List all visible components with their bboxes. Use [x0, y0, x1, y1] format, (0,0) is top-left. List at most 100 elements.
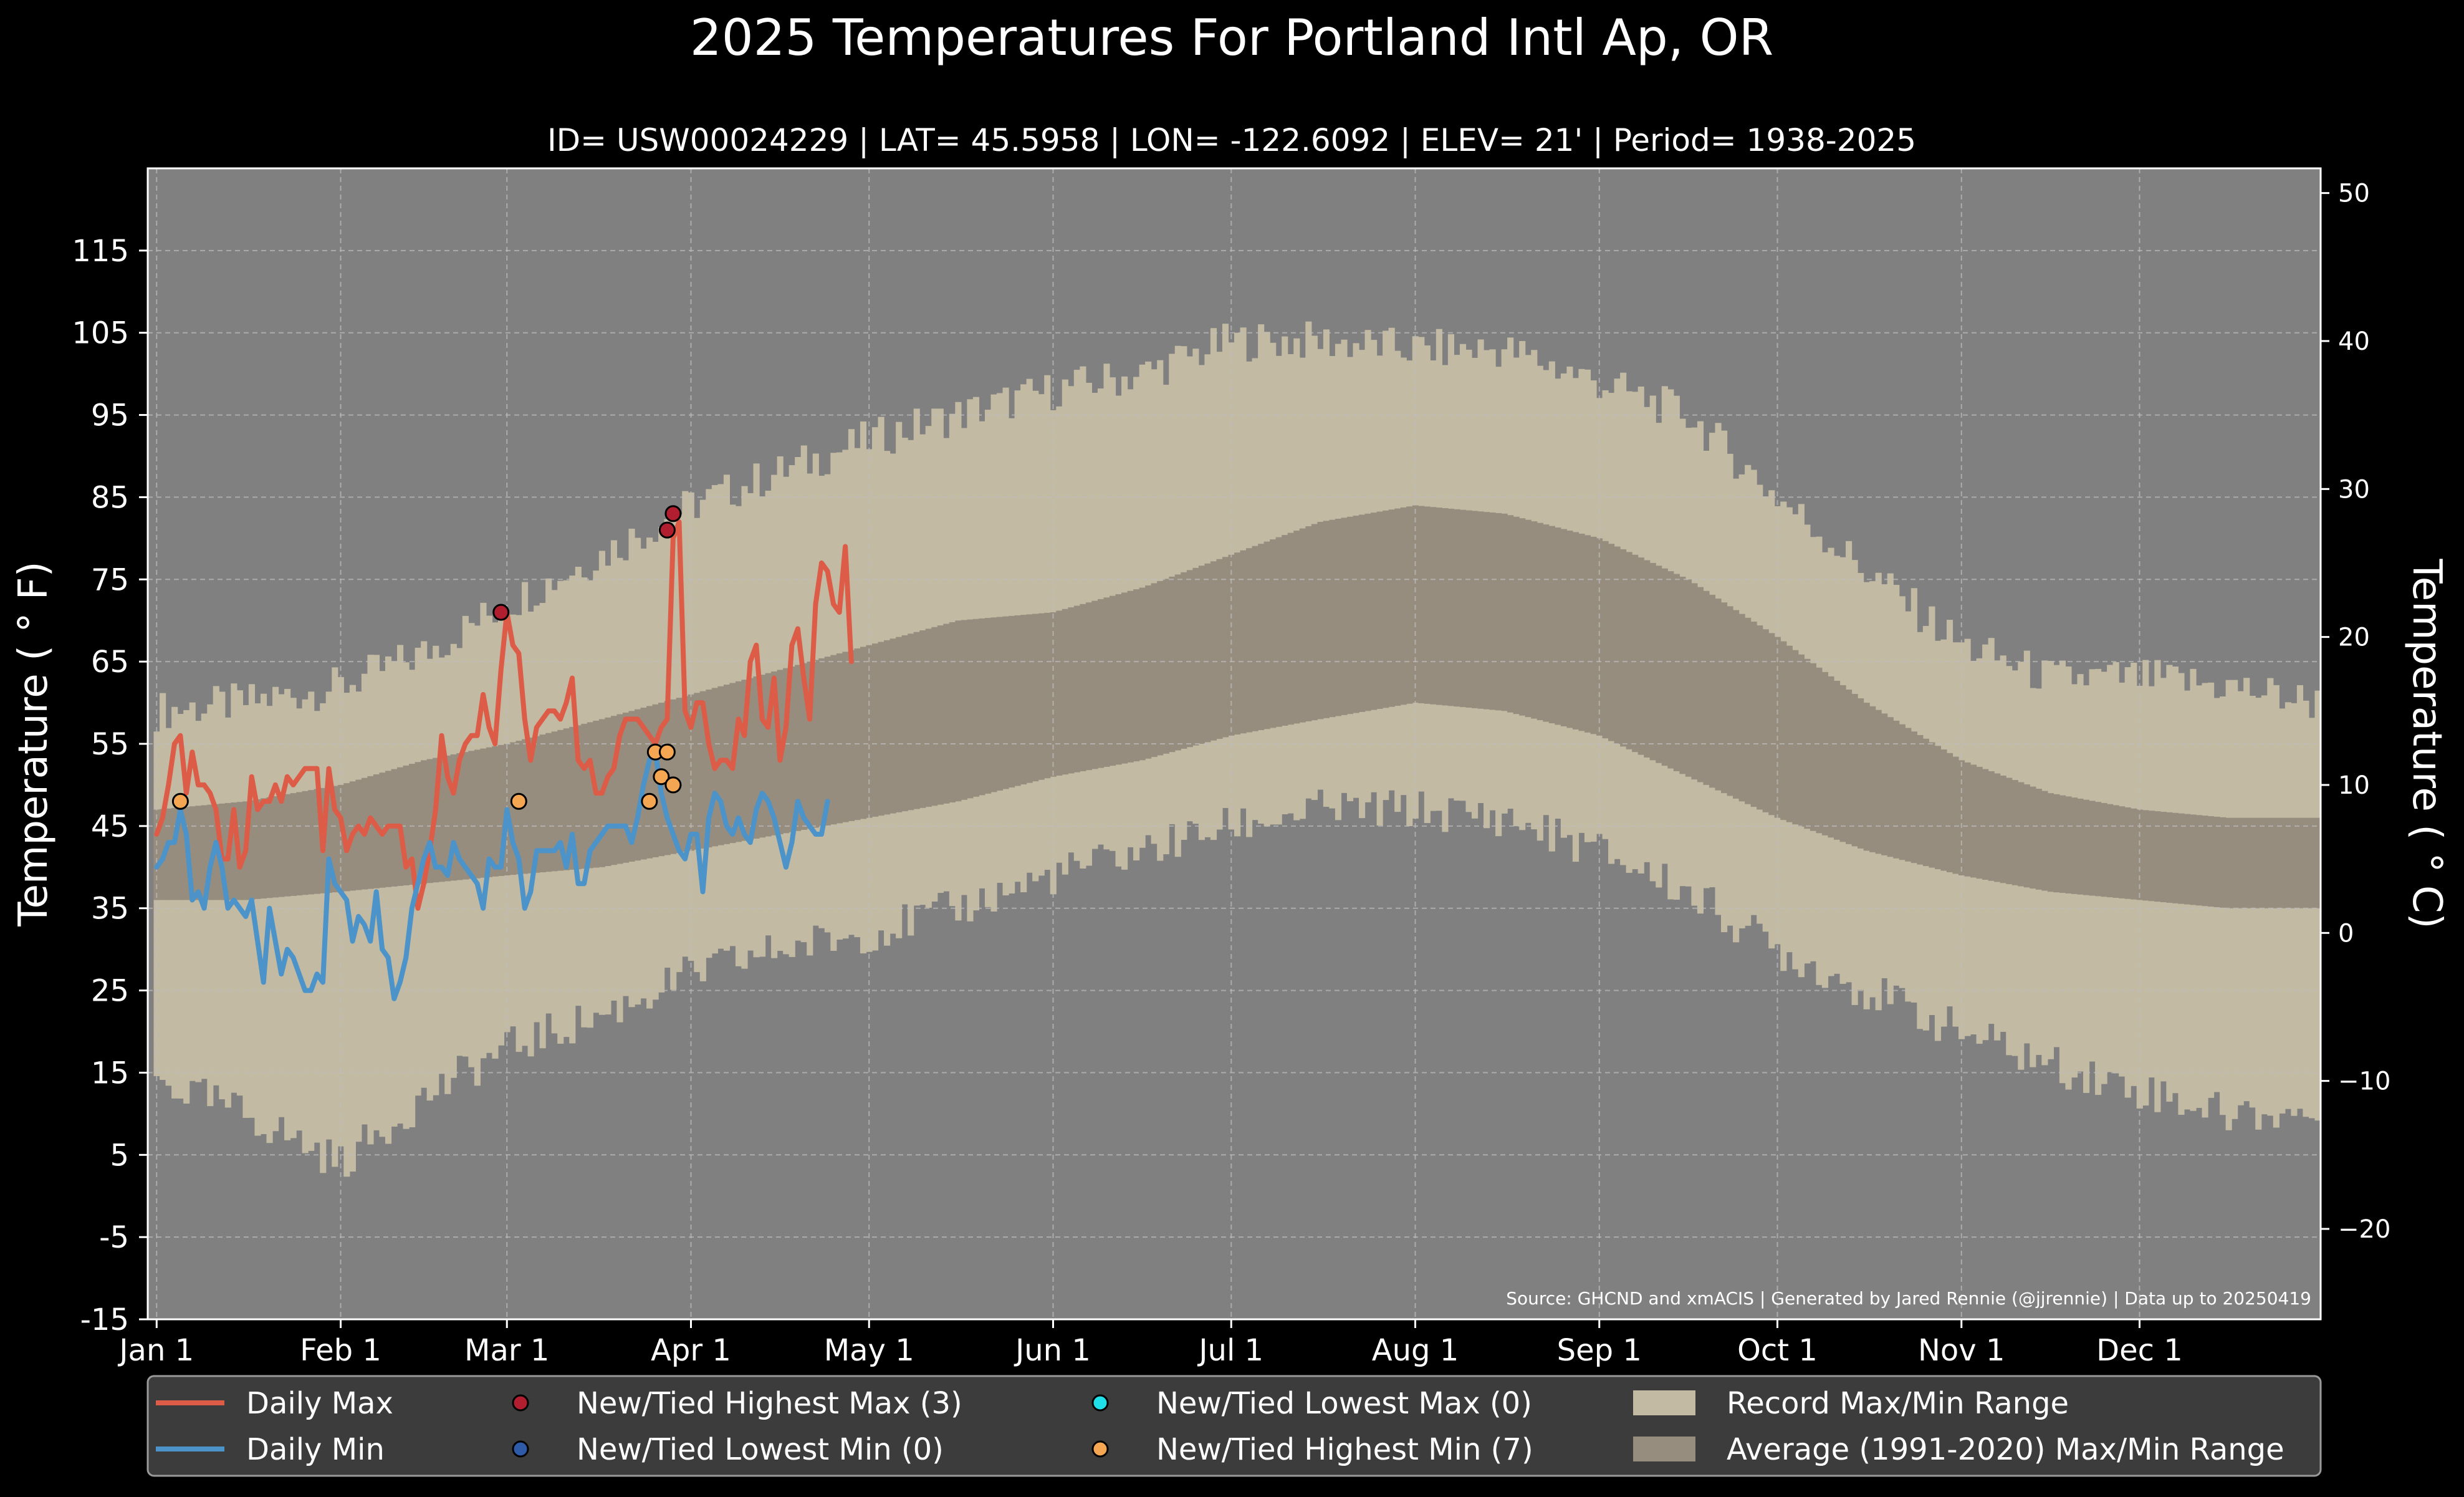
x-tick-label: Jul 1	[1197, 1333, 1263, 1368]
average-range-bar	[1929, 742, 1935, 868]
y-tick-label-f: 65	[91, 645, 129, 680]
average-range-bar	[1222, 557, 1229, 738]
average-range-bar	[2190, 814, 2197, 905]
legend-label: Daily Max	[246, 1386, 393, 1421]
average-range-bar	[1637, 557, 1644, 755]
average-range-bar	[1608, 544, 1615, 741]
average-range-bar	[628, 711, 635, 862]
average-range-bar	[1329, 519, 1336, 718]
average-range-bar	[1353, 516, 1359, 713]
average-range-bar	[1406, 506, 1413, 704]
average-range-bar	[1436, 508, 1442, 705]
y-tick-label-f: 15	[91, 1056, 129, 1090]
average-range-bar	[1056, 610, 1063, 776]
y-tick-label-c: 50	[2338, 180, 2370, 208]
average-range-bar	[1162, 579, 1169, 754]
y-tick-label-c: 10	[2338, 771, 2370, 800]
average-range-bar	[409, 764, 416, 885]
average-range-bar	[682, 696, 689, 852]
average-range-bar	[1590, 536, 1597, 734]
y-tick-label-f: 75	[91, 562, 129, 597]
source-note: Source: GHCND and xmACIS | Generated by …	[1506, 1288, 2311, 1309]
average-range-bar	[896, 637, 903, 812]
average-range-bar	[2083, 799, 2090, 895]
average-range-bar	[2006, 777, 2013, 885]
average-range-bar	[2303, 817, 2309, 908]
average-range-bar	[1210, 561, 1217, 741]
average-range-bar	[2131, 808, 2137, 900]
average-range-bar	[1644, 560, 1651, 758]
average-range-bar	[1893, 720, 1900, 859]
average-range-bar	[824, 657, 831, 826]
average-range-bar	[2184, 814, 2191, 905]
average-range-bar	[1263, 541, 1270, 729]
average-range-bar	[2166, 812, 2173, 903]
y-tick-label-f: -5	[99, 1220, 129, 1255]
average-range-bar	[610, 716, 618, 865]
average-range-bar	[1685, 579, 1692, 777]
average-range-bar	[1661, 568, 1668, 766]
average-range-bar	[1270, 539, 1277, 728]
average-range-bar	[1851, 694, 1858, 847]
y-tick-label-f: 85	[91, 480, 129, 515]
average-range-bar	[937, 625, 944, 805]
average-range-bar	[1346, 516, 1354, 715]
average-range-bar	[1073, 605, 1080, 773]
average-range-bar	[2047, 793, 2054, 892]
average-range-bar	[1934, 746, 1942, 870]
average-range-bar	[913, 632, 920, 809]
average-range-bar	[581, 723, 588, 869]
average-range-bar	[1133, 589, 1140, 762]
average-range-bar	[1091, 600, 1098, 769]
average-range-bar	[302, 791, 309, 895]
average-range-bar	[676, 698, 683, 853]
average-range-bar	[2273, 817, 2279, 908]
average-range-bar	[1454, 509, 1460, 707]
legend-dot-swatch	[1091, 1440, 1109, 1458]
average-range-bar	[1679, 576, 1686, 774]
average-range-bar	[967, 619, 974, 799]
average-range-bar	[551, 731, 558, 872]
average-range-bar	[153, 809, 160, 900]
average-range-bar	[1578, 533, 1585, 731]
record-range-bar	[224, 717, 231, 1108]
average-range-bar	[557, 729, 564, 871]
x-axis: Jan 1 Feb 1 Mar 1 Apr 1 May 1 Jun 1 Jul 1 Aug 1…	[117, 1319, 2183, 1368]
average-range-bar	[1566, 530, 1573, 728]
average-range-bar	[2077, 798, 2084, 895]
average-range-bar	[1858, 698, 1864, 849]
average-range-bar	[2101, 802, 2107, 897]
average-range-bar	[1287, 532, 1294, 725]
average-range-bar	[1151, 583, 1158, 758]
average-range-bar	[1359, 514, 1366, 712]
average-range-bar	[1246, 548, 1253, 733]
y-tick-label-f: 5	[110, 1138, 129, 1173]
average-range-bar	[2023, 784, 2030, 888]
legend-item: Daily Min	[156, 1432, 385, 1467]
average-range-bar	[284, 794, 291, 897]
average-range-bar	[765, 673, 772, 837]
average-range-bar	[1085, 602, 1093, 771]
average-range-bar	[1917, 734, 1924, 865]
legend-item: Record Max/Min Range	[1633, 1386, 2069, 1421]
average-range-bar	[1383, 510, 1389, 708]
average-range-bar	[1341, 517, 1348, 715]
average-range-bar	[1940, 749, 1947, 871]
average-range-bar	[1555, 527, 1561, 725]
average-range-bar	[1946, 753, 1953, 873]
average-range-bar	[901, 635, 908, 812]
average-range-bar	[1471, 511, 1479, 708]
legend-item: Daily Max	[156, 1386, 393, 1421]
average-range-bar	[1305, 526, 1312, 721]
average-range-bar	[1697, 587, 1704, 782]
average-range-bar	[694, 693, 701, 850]
legend-item: New/Tied Lowest Min (0)	[512, 1432, 944, 1467]
y-tick-label-f: -15	[80, 1302, 129, 1337]
average-range-bar	[836, 653, 843, 824]
y-tick-label-c: 30	[2338, 475, 2370, 504]
average-range-bar	[1525, 519, 1532, 718]
average-range-bar	[1014, 615, 1021, 786]
legend-patch-swatch	[1633, 1437, 1695, 1461]
x-tick-label: Dec 1	[2096, 1333, 2183, 1368]
legend-label: New/Tied Highest Max (3)	[577, 1386, 962, 1421]
